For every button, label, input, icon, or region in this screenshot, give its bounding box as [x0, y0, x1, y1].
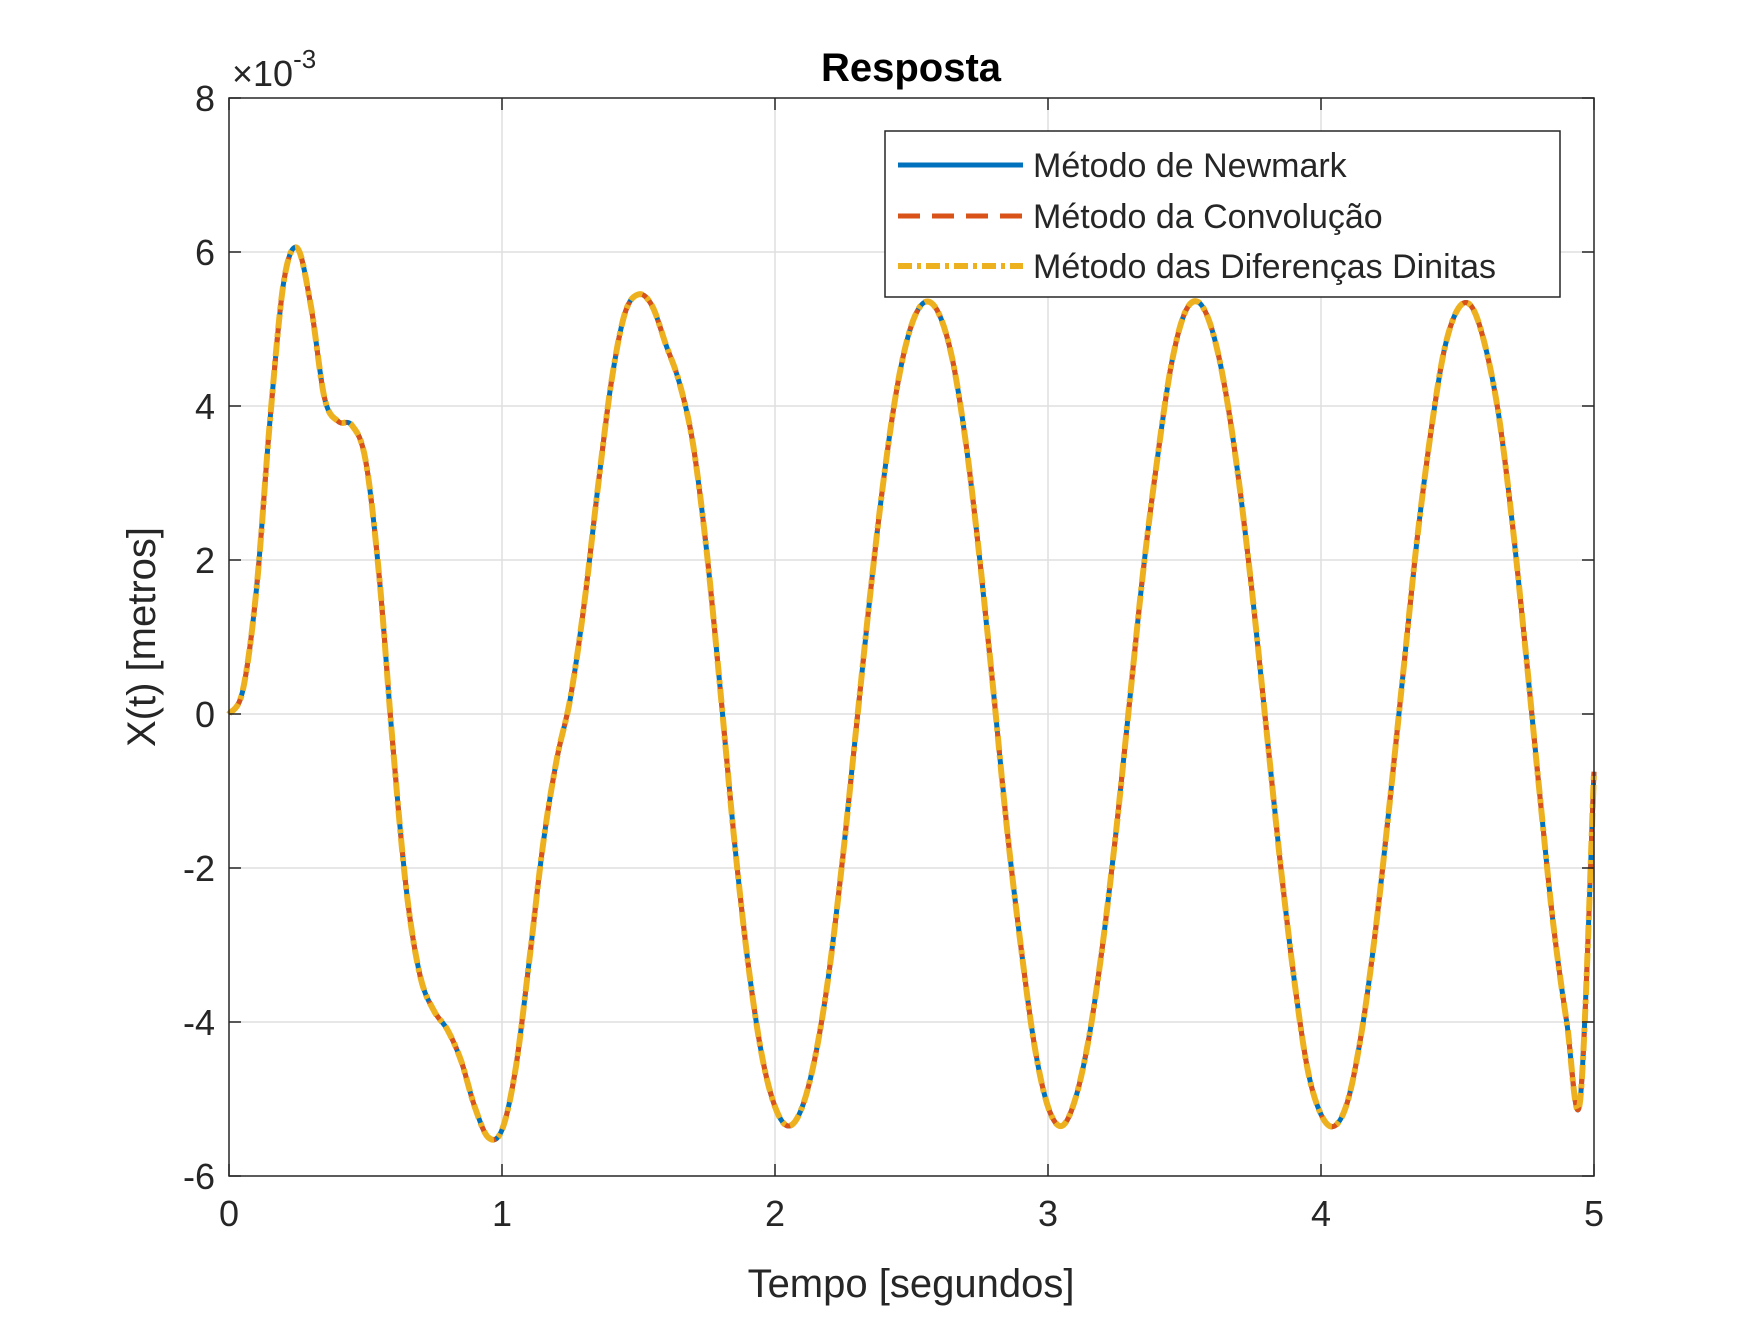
legend-label-convolucao: Método da Convolução [1033, 198, 1383, 236]
y-tick-label: 6 [195, 232, 215, 273]
series-line-diferencas [226, 244, 1597, 1143]
x-tick-label: 1 [492, 1193, 512, 1234]
x-tick-label: 0 [219, 1193, 239, 1234]
y-tick-label: 0 [195, 694, 215, 735]
chart-title: Resposta [821, 46, 1002, 90]
y-axis-label: X(t) [metros] [120, 527, 164, 747]
legend-box [884, 130, 1561, 298]
y-exponent-power: -3 [293, 44, 316, 74]
y-tick-label: -6 [183, 1156, 215, 1197]
plot-frame [228, 97, 1595, 1177]
y-tick-label: 2 [195, 540, 215, 581]
x-tick-label: 2 [765, 1193, 785, 1234]
series-lines [226, 244, 1597, 1143]
y-tick-label: -2 [183, 848, 215, 889]
y-tick-label: 4 [195, 386, 215, 427]
legend-label-diferencas: Método das Diferenças Dinitas [1033, 248, 1496, 286]
y-exponent-times: × [232, 53, 253, 94]
x-tick-label: 5 [1584, 1193, 1604, 1234]
y-tick-label: -4 [183, 1002, 215, 1043]
x-tick-label: 4 [1311, 1193, 1331, 1234]
legend-label-newmark: Método de Newmark [1033, 147, 1348, 185]
x-tick-label: 3 [1038, 1193, 1058, 1234]
y-exponent-base: 10 [253, 53, 293, 94]
y-tick-label: 8 [195, 78, 215, 119]
y-axis-exponent: ×10-3 [232, 44, 316, 94]
axis-ticks: 0 1 2 3 4 5 -6 -4 -2 0 2 4 6 8 [183, 78, 1604, 1234]
legend: Método de Newmark Método da Convolução M… [884, 130, 1561, 298]
x-axis-label: Tempo [segundos] [748, 1262, 1075, 1306]
